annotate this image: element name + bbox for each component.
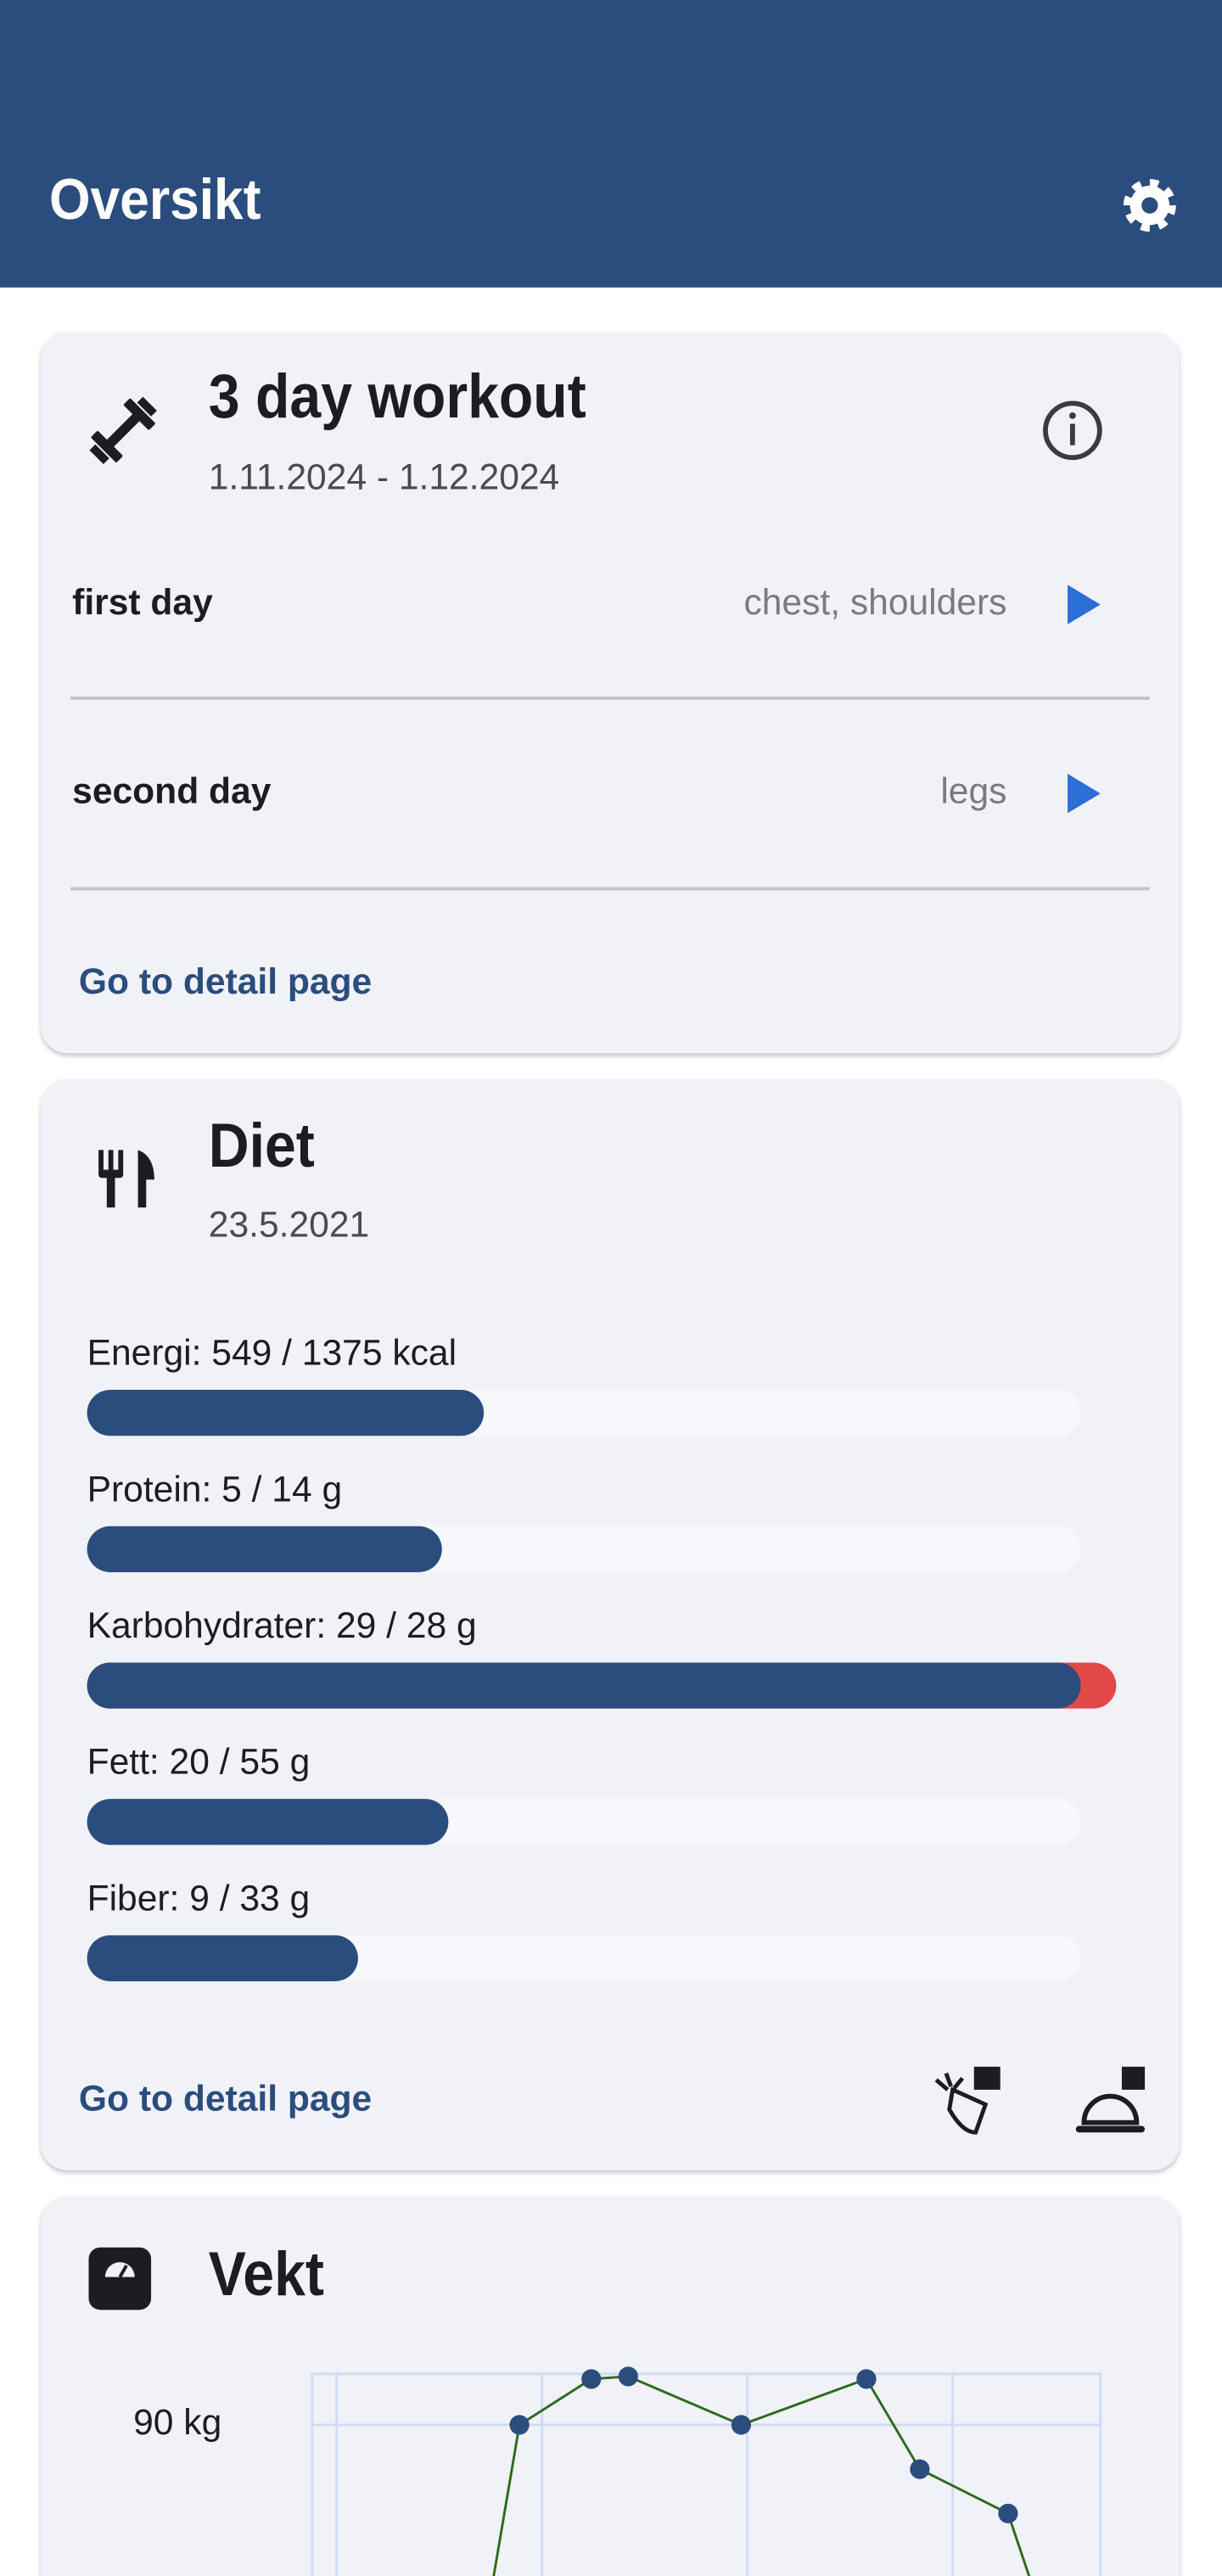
progress-fill <box>87 1799 449 1845</box>
weight-point <box>910 2459 930 2479</box>
workout-dates: 1.11.2024 - 1.12.2024 <box>209 457 559 498</box>
nutrient-label: Fiber: 9 / 33 g <box>87 1878 311 1918</box>
food-icon[interactable] <box>934 2066 1001 2135</box>
progress-fill <box>87 1526 442 1572</box>
day-muscles: legs <box>940 770 1006 811</box>
diet-card <box>41 1079 1180 2170</box>
weight-point <box>731 2415 751 2435</box>
day-muscles: chest, shoulders <box>743 582 1006 623</box>
workout-card <box>41 332 1180 1054</box>
progress-fill <box>87 1662 1081 1709</box>
info-button[interactable] <box>1043 400 1102 461</box>
dumbbell-icon <box>89 396 157 464</box>
restaurant-icon <box>98 1150 154 1208</box>
weight-point <box>618 2366 638 2387</box>
scale-icon <box>88 2247 152 2310</box>
diet-date: 23.5.2021 <box>209 1205 369 1246</box>
detail-link[interactable]: Go to detail page <box>79 2079 372 2120</box>
day-name[interactable]: first day <box>72 582 213 623</box>
nutrient-label: Energi: 549 / 1375 kcal <box>87 1333 457 1374</box>
progress-fill <box>87 1935 358 1982</box>
y-tick-label: 90 kg <box>133 2402 221 2443</box>
weight-title: Vekt <box>209 2239 324 2309</box>
nutrient-list: Energi: 549 / 1375 kcal Protein: 5 / 14 g… <box>87 1333 1117 1982</box>
weight-point <box>581 2369 602 2389</box>
app-bar <box>0 0 1222 288</box>
settings-icon[interactable] <box>1123 179 1176 232</box>
weight-point <box>856 2369 877 2389</box>
progress-fill <box>87 1390 485 1436</box>
diet-title: Diet <box>209 1111 315 1180</box>
weight-point <box>998 2503 1018 2523</box>
play-button[interactable] <box>1068 773 1101 814</box>
nutrient-label: Fett: 20 / 55 g <box>87 1742 311 1783</box>
day-name[interactable]: second day <box>72 770 272 811</box>
app-title: Oversikt <box>49 167 261 232</box>
nutrient-label: Karbohydrater: 29 / 28 g <box>87 1605 477 1646</box>
meal-icon[interactable] <box>1075 2066 1146 2133</box>
detail-link[interactable]: Go to detail page <box>79 961 372 1002</box>
play-button[interactable] <box>1068 585 1101 624</box>
weight-point <box>509 2415 530 2435</box>
weight-card <box>41 2196 1180 2576</box>
weight-chart: 90 kg <box>133 2366 1102 2576</box>
plot-frame <box>311 2372 1102 2576</box>
nutrient-label: Protein: 5 / 14 g <box>87 1469 343 1509</box>
workout-title: 3 day workout <box>209 361 586 431</box>
